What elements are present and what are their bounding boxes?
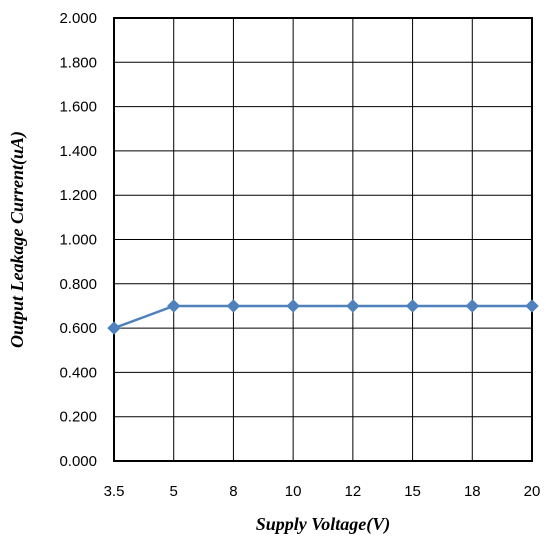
series-group xyxy=(107,299,539,335)
y-tick-label: 0.200 xyxy=(59,409,97,426)
data-point-marker xyxy=(405,299,420,313)
data-point-marker xyxy=(107,321,121,335)
y-axis-label: Output Leakage Current(uA) xyxy=(7,131,28,348)
grid-lines xyxy=(113,17,533,462)
data-point-marker xyxy=(525,299,539,313)
x-tick-label: 10 xyxy=(285,483,302,500)
y-tick-label: 1.800 xyxy=(59,54,97,71)
x-tick-label: 5 xyxy=(170,483,178,500)
y-tick-label: 1.400 xyxy=(59,143,97,160)
y-tick-label: 2.000 xyxy=(59,10,97,27)
y-tick-label: 1.600 xyxy=(59,99,97,116)
y-tick-label: 0.600 xyxy=(59,320,97,337)
y-tick-label: 0.800 xyxy=(59,276,97,293)
y-tick-label: 0.000 xyxy=(59,453,97,470)
x-axis-label: Supply Voltage(V) xyxy=(256,514,391,535)
x-axis-tick-labels: 3.5 5 8 10 12 15 18 20 xyxy=(104,483,541,500)
x-tick-label: 20 xyxy=(524,483,541,500)
x-tick-label: 18 xyxy=(464,483,481,500)
y-tick-label: 1.000 xyxy=(59,232,97,249)
data-point-marker xyxy=(346,299,360,313)
series-line xyxy=(113,304,532,330)
x-tick-label: 15 xyxy=(404,483,421,500)
data-point-marker xyxy=(286,299,300,313)
x-tick-label: 3.5 xyxy=(104,483,125,500)
y-tick-label: 1.200 xyxy=(59,187,97,204)
data-point-marker xyxy=(167,299,181,313)
y-tick-label: 0.400 xyxy=(59,364,97,381)
plot-area-frame xyxy=(113,17,533,462)
y-axis-tick-labels: 0.000 0.200 0.400 0.600 0.800 1.000 1.200 1.400… xyxy=(59,10,97,470)
data-point-marker xyxy=(465,299,479,313)
x-tick-label: 12 xyxy=(345,483,362,500)
x-tick-label: 8 xyxy=(229,483,237,500)
data-point-marker xyxy=(226,299,241,313)
